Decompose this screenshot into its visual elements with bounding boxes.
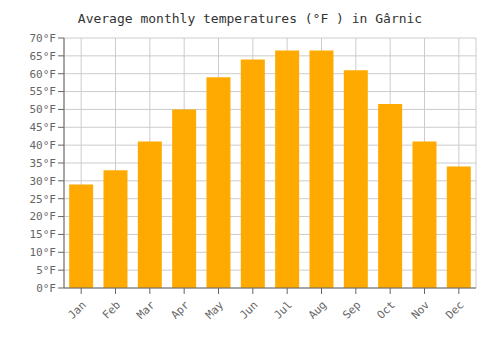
svg-text:55°F: 55°F [30, 85, 57, 98]
svg-text:Jul: Jul [272, 298, 295, 321]
svg-text:Feb: Feb [100, 298, 123, 321]
svg-text:Sep: Sep [340, 298, 363, 321]
svg-text:5°F: 5°F [36, 264, 56, 277]
svg-text:Mar: Mar [134, 298, 158, 322]
svg-text:May: May [203, 298, 227, 322]
svg-text:35°F: 35°F [30, 157, 57, 170]
svg-text:40°F: 40°F [30, 139, 57, 152]
svg-text:Jun: Jun [237, 298, 260, 321]
svg-text:45°F: 45°F [30, 121, 57, 134]
svg-text:Dec: Dec [443, 298, 466, 321]
svg-text:70°F: 70°F [30, 32, 57, 45]
svg-text:Oct: Oct [375, 298, 398, 321]
svg-text:50°F: 50°F [30, 103, 57, 116]
svg-text:25°F: 25°F [30, 193, 57, 206]
svg-text:30°F: 30°F [30, 175, 57, 188]
svg-text:60°F: 60°F [30, 68, 57, 81]
svg-text:Apr: Apr [169, 298, 193, 322]
svg-text:Jan: Jan [66, 298, 89, 321]
svg-text:0°F: 0°F [36, 282, 56, 295]
svg-text:20°F: 20°F [30, 210, 57, 223]
svg-text:65°F: 65°F [30, 50, 57, 63]
svg-text:10°F: 10°F [30, 246, 57, 259]
svg-text:15°F: 15°F [30, 228, 57, 241]
svg-text:Nov: Nov [409, 298, 433, 322]
html-text:Average monthly temperatures (: Average monthly temperatures (°F ) in Gâ… [77, 11, 423, 26]
svg-text:Aug: Aug [306, 298, 329, 321]
